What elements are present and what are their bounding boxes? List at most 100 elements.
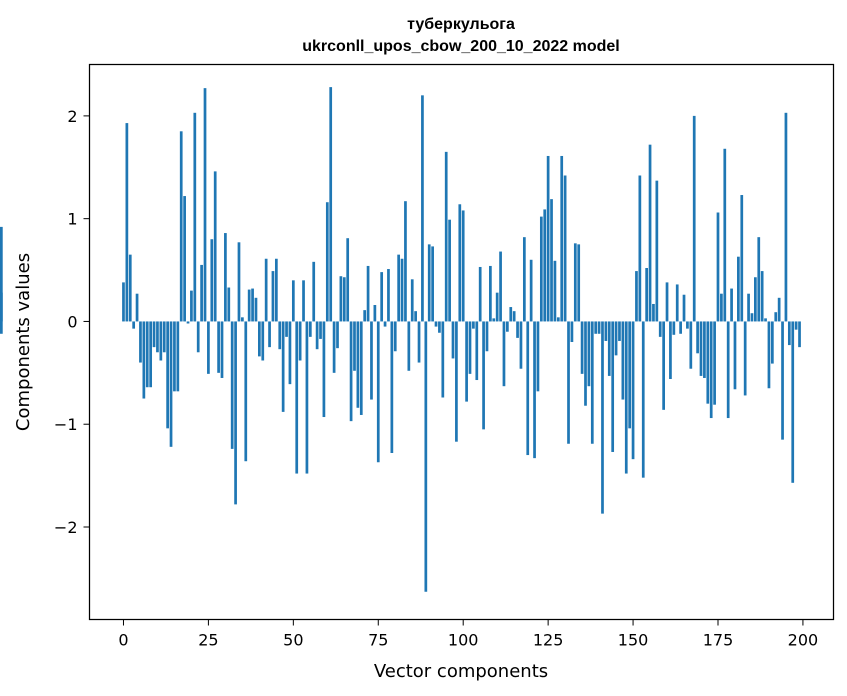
bar (662, 321, 665, 410)
bar (268, 321, 271, 348)
bar (645, 268, 649, 322)
bar (145, 321, 149, 388)
bar (393, 321, 397, 352)
bar (298, 321, 302, 361)
bar (536, 321, 540, 392)
bar (658, 321, 662, 337)
bar (142, 321, 146, 399)
bar (499, 251, 502, 322)
bar (254, 297, 258, 322)
bar (162, 321, 166, 353)
bar (556, 317, 560, 322)
bar (764, 318, 767, 322)
bar (638, 175, 642, 322)
bar (332, 321, 336, 373)
bar (183, 196, 186, 322)
bar (237, 242, 241, 322)
bar (791, 321, 795, 483)
bar (434, 321, 438, 327)
bar (264, 258, 268, 322)
bar (468, 321, 472, 374)
bar (482, 321, 485, 430)
bar (438, 321, 441, 333)
plot-frame (88, 63, 835, 621)
bar (713, 321, 716, 405)
x-tick-label: 100 (448, 631, 479, 650)
x-axis-ticks: 0 25 50 75 100 125 150 175 200 (118, 619, 818, 650)
bar (495, 292, 499, 322)
bar (342, 277, 346, 322)
bar (410, 279, 414, 322)
bar (682, 294, 686, 322)
bar (611, 321, 615, 452)
bar (723, 148, 727, 322)
bar (285, 321, 288, 337)
bar (193, 112, 197, 322)
bar (322, 321, 326, 418)
bar (696, 321, 699, 354)
chart-title: туберкульога (407, 16, 515, 33)
bar (506, 321, 509, 332)
bar (210, 239, 214, 322)
bar (601, 321, 604, 514)
bar (122, 282, 125, 322)
bar (312, 261, 316, 322)
bar (614, 321, 618, 356)
bar (353, 321, 356, 371)
bar (604, 321, 608, 341)
bar (648, 144, 652, 322)
bar (754, 277, 757, 322)
bar (281, 321, 285, 412)
bar (359, 321, 363, 415)
bar (404, 201, 407, 322)
bar (373, 305, 377, 322)
bar (291, 280, 295, 322)
bar (706, 321, 710, 404)
bar (607, 321, 611, 376)
bar (458, 204, 462, 322)
bar (132, 321, 136, 329)
bar (587, 321, 591, 387)
bar (451, 321, 455, 359)
bar (529, 259, 533, 322)
bar (730, 288, 733, 322)
bar (166, 321, 169, 429)
bar (573, 243, 577, 322)
bar (692, 115, 696, 322)
bar (794, 321, 798, 330)
bar (261, 321, 265, 361)
bar (747, 293, 750, 322)
bar (346, 238, 350, 322)
bar (567, 321, 570, 444)
bar (196, 321, 200, 353)
bar (533, 321, 536, 459)
bar (339, 276, 343, 322)
bar (227, 287, 231, 322)
x-tick-label: 50 (283, 631, 303, 650)
y-axis-ticks: −2 −1 0 1 2 (54, 107, 90, 537)
bar (737, 256, 740, 322)
bar (376, 321, 380, 463)
x-tick-label: 175 (703, 631, 734, 650)
bar (220, 321, 224, 378)
bar (478, 266, 482, 322)
bar (302, 280, 305, 322)
bar (716, 212, 720, 322)
bar (234, 321, 237, 505)
bar (247, 289, 251, 322)
x-tick-label: 125 (533, 631, 564, 650)
chart-subtitle: ukrconll_upos_cbow_200_10_2022 model (302, 38, 619, 55)
bar (241, 317, 244, 322)
bar (655, 180, 659, 322)
bar (560, 155, 564, 322)
bar (329, 87, 333, 322)
x-tick-label: 25 (198, 631, 218, 650)
bar (390, 321, 394, 453)
bar (336, 321, 339, 349)
bar (492, 318, 496, 322)
bar (149, 321, 153, 388)
bar (295, 321, 299, 474)
bar (665, 282, 669, 322)
bar (444, 151, 448, 322)
bar (305, 321, 309, 474)
